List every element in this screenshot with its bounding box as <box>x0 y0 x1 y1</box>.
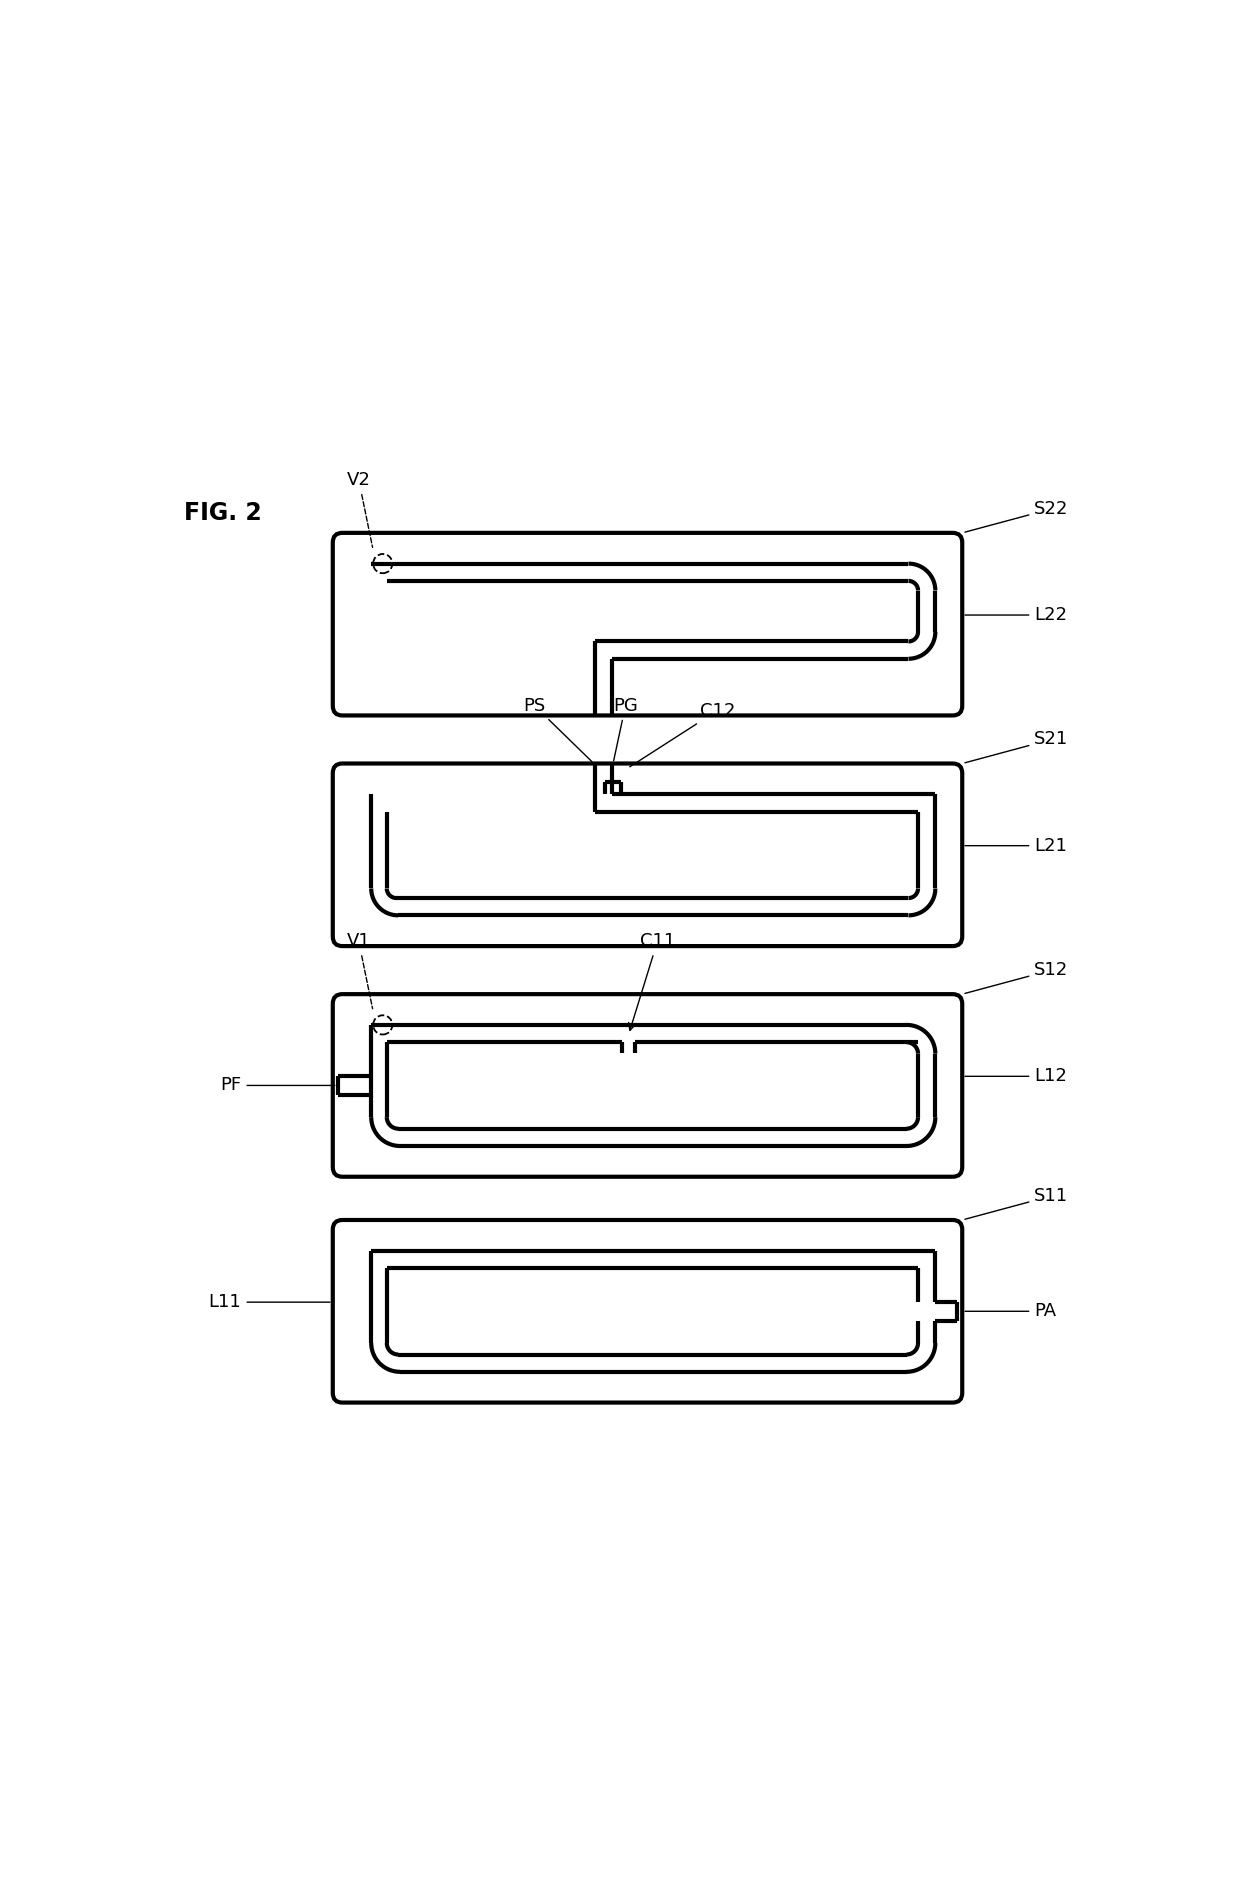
FancyBboxPatch shape <box>332 533 962 715</box>
Text: V1: V1 <box>347 932 372 1008</box>
FancyBboxPatch shape <box>332 1219 962 1402</box>
Text: V2: V2 <box>347 472 372 548</box>
Text: PS: PS <box>523 696 591 761</box>
Text: S11: S11 <box>965 1187 1069 1219</box>
Text: S21: S21 <box>965 730 1069 763</box>
Text: L12: L12 <box>965 1067 1068 1086</box>
Text: C11: C11 <box>629 932 675 1031</box>
Text: L11: L11 <box>208 1293 330 1310</box>
FancyBboxPatch shape <box>332 763 962 945</box>
Text: S12: S12 <box>965 961 1069 993</box>
Text: FIG. 2: FIG. 2 <box>184 500 262 525</box>
Text: L22: L22 <box>965 607 1068 624</box>
Text: PF: PF <box>221 1077 335 1094</box>
Text: L21: L21 <box>965 837 1068 854</box>
Text: PG: PG <box>613 696 637 761</box>
Text: C12: C12 <box>630 702 735 767</box>
Text: S22: S22 <box>965 500 1069 533</box>
Text: PA: PA <box>965 1303 1056 1320</box>
FancyBboxPatch shape <box>332 995 962 1177</box>
